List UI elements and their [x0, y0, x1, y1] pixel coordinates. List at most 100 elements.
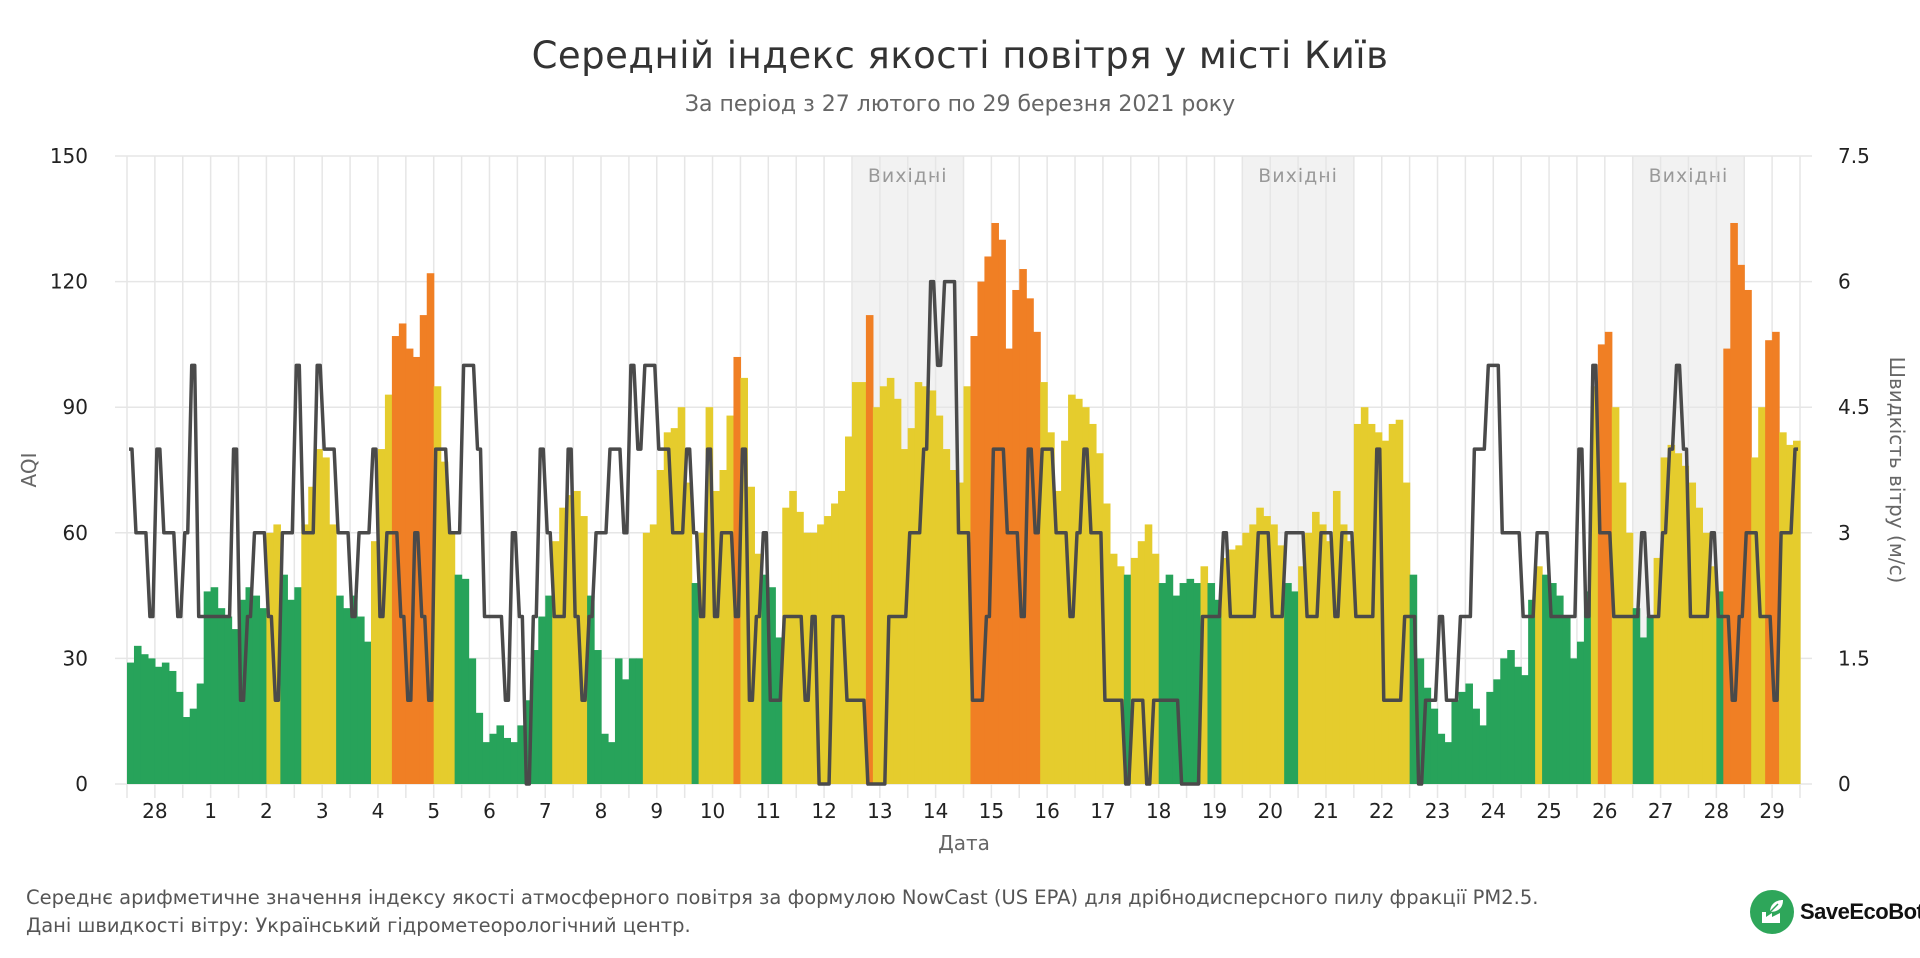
aqi-bar [308, 486, 316, 784]
aqi-bar [1040, 382, 1048, 784]
aqi-bar [628, 658, 637, 784]
aqi-bar [580, 516, 588, 784]
aqi-bar [872, 407, 881, 784]
aqi-bar [1054, 490, 1062, 784]
aqi-bar [824, 516, 832, 784]
aqi-bar [1123, 574, 1132, 784]
aqi-bar [858, 382, 867, 784]
aqi-bar [1158, 583, 1167, 784]
aqi-bar [886, 377, 895, 784]
aqi-bar [1597, 344, 1606, 784]
aqi-bar [1611, 407, 1620, 784]
wind-line [129, 279, 1798, 786]
aqi-bar [1095, 453, 1104, 784]
aqi-bar [1514, 666, 1522, 784]
aqi-bar [1681, 465, 1690, 784]
aqi-bar [1751, 457, 1759, 784]
aqi-bar [1653, 557, 1662, 784]
aqi-bar [1270, 524, 1278, 784]
aqi-bar [461, 578, 470, 784]
aqi-bar [998, 239, 1006, 784]
aqi-bar [1744, 289, 1752, 784]
aqi-bar [140, 654, 149, 784]
x-tick-label: 5 [427, 799, 440, 823]
aqi-bar [538, 616, 546, 784]
aqi-bar [196, 683, 205, 784]
aqi-bar [503, 737, 511, 784]
aqi-bar [294, 587, 302, 784]
aqi-bar [1416, 658, 1425, 784]
aqi-bar [1604, 331, 1613, 784]
aqi-bar [1458, 691, 1466, 784]
aqi-bar [573, 490, 581, 784]
aqi-bar [621, 679, 630, 784]
aqi-bar [287, 599, 295, 784]
aqi-bar [1639, 637, 1648, 784]
aqi-bar [1479, 725, 1487, 784]
aqi-bar [1263, 516, 1271, 784]
aqi-bar [1312, 511, 1320, 784]
x-tick-label: 10 [700, 799, 725, 823]
aqi-bar [1353, 423, 1362, 784]
aqi-bar [691, 583, 700, 784]
aqi-bar [705, 407, 714, 784]
aqi-bar [1500, 658, 1508, 784]
aqi-bar [1360, 407, 1369, 784]
aqi-bar [1667, 444, 1676, 784]
aqi-bar [1779, 432, 1787, 784]
aqi-bar [127, 662, 135, 784]
aqi-bar [831, 503, 839, 784]
aqi-bar [754, 553, 762, 784]
aqi-bar [482, 742, 491, 784]
aqi-bar [252, 595, 261, 784]
saveecobot-logo[interactable]: SaveEcoBot [1750, 890, 1920, 934]
aqi-bar [559, 507, 567, 784]
aqi-bar [844, 436, 853, 784]
x-tick-label: 2 [260, 799, 273, 823]
aqi-bar [468, 658, 477, 784]
aqi-bar [677, 407, 686, 784]
aqi-bar [161, 662, 170, 784]
aqi-bar [1758, 407, 1766, 784]
footer-note: Середнє арифметичне значення індексу яко… [26, 884, 1538, 940]
aqi-bar [970, 336, 979, 784]
y2-tick-label: 6 [1838, 270, 1851, 294]
aqi-bar [991, 222, 999, 784]
aqi-bar [984, 256, 992, 785]
aqi-bar [350, 595, 358, 784]
logo-text: SaveEcoBot [1800, 899, 1920, 924]
aqi-bar [1716, 591, 1724, 784]
aqi-bar [1423, 687, 1432, 784]
aqi-bar [419, 315, 428, 784]
aqi-bar [266, 532, 274, 784]
aqi-bar [1793, 440, 1801, 784]
aqi-bar [1061, 440, 1069, 784]
aqi-bar [1005, 348, 1013, 784]
aqi-bar [1388, 423, 1397, 784]
aqi-bar [524, 700, 532, 784]
aqi-bar [1137, 541, 1146, 784]
aqi-bar [1319, 524, 1327, 784]
x-tick-label: 11 [756, 799, 781, 823]
y2-axis-title: Швидкість вітру (м/с) [1885, 357, 1909, 584]
aqi-bar [1486, 691, 1494, 784]
aqi-bar [1165, 574, 1174, 784]
aqi-bar [475, 712, 484, 784]
aqi-bar [1674, 453, 1683, 784]
x-tick-label: 16 [1034, 799, 1059, 823]
aqi-bar [1200, 566, 1209, 784]
y-tick-label: 150 [50, 144, 88, 168]
aqi-bar [1298, 566, 1306, 784]
aqi-bar [357, 616, 365, 784]
aqi-bar [1632, 608, 1641, 784]
aqi-bar [726, 415, 735, 784]
x-tick-label: 28 [142, 799, 167, 823]
aqi-bar [398, 323, 407, 784]
aqi-bar [1444, 742, 1453, 784]
aqi-bar [1395, 419, 1404, 784]
aqi-bar [949, 470, 958, 784]
aqi-bar [1033, 331, 1041, 784]
aqi-bar [1402, 482, 1411, 784]
aqi-bar [649, 524, 658, 784]
